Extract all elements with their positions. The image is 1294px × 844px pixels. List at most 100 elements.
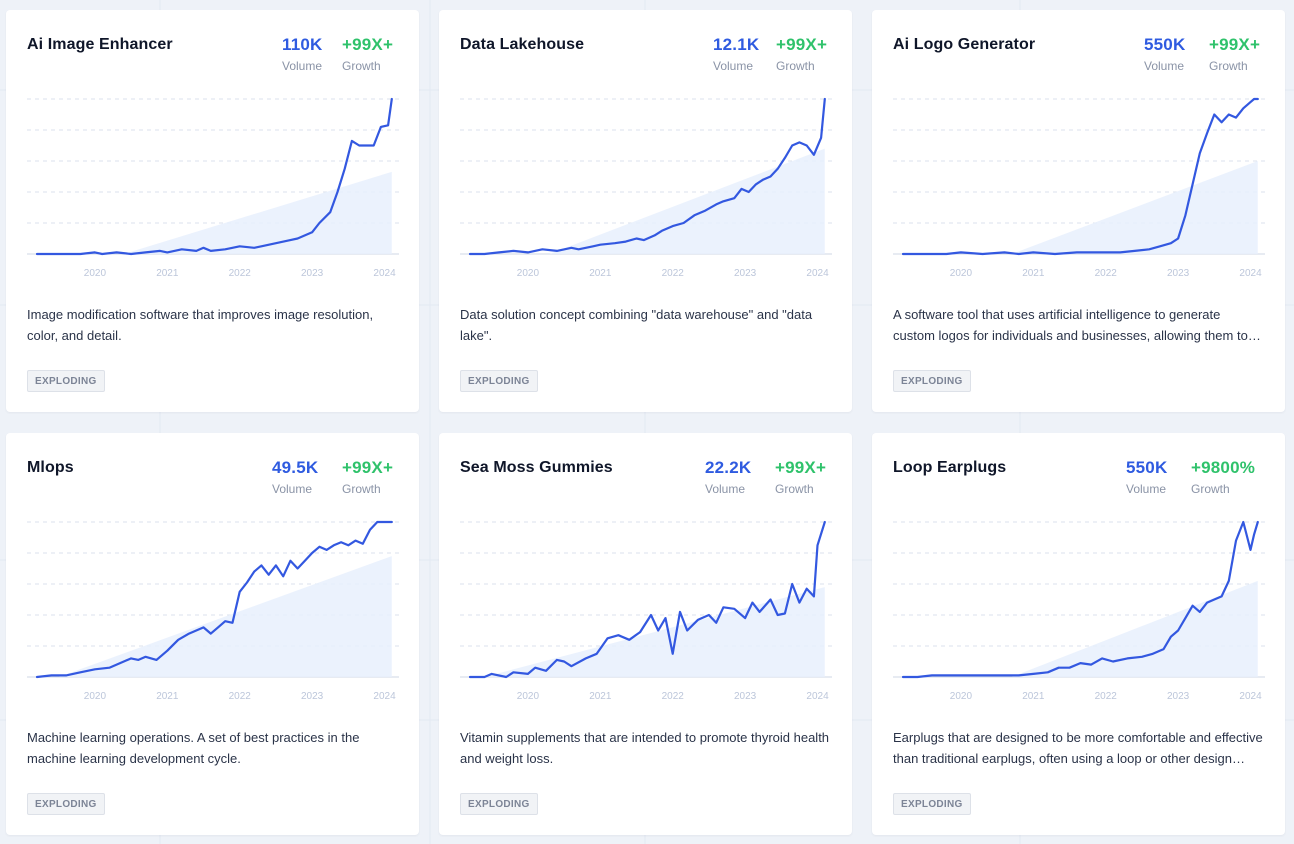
x-tick-label: 2022 (662, 691, 685, 702)
volume-label: Volume (272, 482, 313, 496)
trend-area (549, 148, 825, 254)
growth-value: +99X+ (1209, 35, 1261, 54)
growth-value: +99X+ (775, 458, 827, 477)
growth-value: +99X+ (776, 35, 828, 54)
series-line (35, 97, 393, 256)
x-tick-label: 2020 (517, 268, 540, 279)
growth-label: Growth (342, 59, 381, 73)
trend-area (1011, 161, 1258, 254)
trend-card[interactable]: Mlops 49.5K Volume +99X+ Growth 2020 2021… (6, 433, 419, 835)
growth-label: Growth (1209, 59, 1248, 73)
x-tick-label: 2024 (1239, 268, 1262, 279)
series-line (901, 97, 1259, 256)
volume-label: Volume (282, 59, 323, 73)
trend-chart: 2020 2021 2022 2023 2024 (893, 97, 1265, 279)
trend-area (58, 556, 392, 677)
volume-label: Volume (1144, 59, 1185, 73)
volume-value: 49.5K (272, 458, 319, 477)
x-tick-label: 2020 (950, 691, 973, 702)
x-tick-label: 2022 (229, 691, 252, 702)
x-tick-label: 2023 (734, 268, 757, 279)
status-badge: EXPLODING (460, 370, 538, 392)
x-tick-label: 2022 (1095, 691, 1118, 702)
growth-metric: +9800% Growth (1191, 457, 1255, 496)
x-tick-label: 2022 (662, 268, 685, 279)
x-tick-label: 2021 (589, 691, 612, 702)
card-title: Ai Logo Generator (893, 36, 1036, 53)
trend-card[interactable]: Ai Logo Generator 550K Volume +99X+ Grow… (872, 10, 1285, 412)
card-description: A software tool that uses artificial int… (893, 307, 1248, 343)
volume-label: Volume (1126, 482, 1167, 496)
card-title: Ai Image Enhancer (27, 36, 173, 53)
growth-label: Growth (775, 482, 814, 496)
growth-label: Growth (342, 482, 381, 496)
x-tick-label: 2024 (1239, 691, 1262, 702)
card-title: Data Lakehouse (460, 36, 585, 53)
growth-value: +99X+ (342, 458, 394, 477)
trend-area (123, 171, 392, 254)
x-tick-label: 2021 (156, 268, 179, 279)
x-tick-label: 2023 (301, 691, 324, 702)
trend-chart: 2020 2021 2022 2023 2024 (460, 520, 832, 702)
growth-metric: +99X+ Growth (776, 34, 827, 73)
growth-metric: +99X+ Growth (1209, 34, 1260, 73)
growth-metric: +99X+ Growth (342, 457, 393, 496)
series-line (468, 520, 826, 679)
growth-metric: +99X+ Growth (342, 34, 393, 73)
volume-label: Volume (713, 59, 754, 73)
x-tick-label: 2020 (950, 268, 973, 279)
status-badge: EXPLODING (27, 793, 105, 815)
x-tick-label: 2024 (373, 268, 396, 279)
card-description: Machine learning operations. A set of be… (27, 730, 360, 766)
volume-value: 110K (282, 35, 323, 54)
status-badge: EXPLODING (893, 793, 971, 815)
x-tick-label: 2020 (84, 691, 107, 702)
card-description: Image modification software that improve… (27, 307, 374, 343)
status-badge: EXPLODING (893, 370, 971, 392)
trend-area (484, 587, 825, 677)
x-tick-label: 2021 (589, 268, 612, 279)
growth-value: +99X+ (342, 35, 394, 54)
x-tick-label: 2023 (301, 268, 324, 279)
series-line (468, 97, 826, 256)
x-tick-label: 2022 (229, 268, 252, 279)
trend-chart: 2020 2021 2022 2023 2024 (27, 520, 399, 702)
series-line (35, 520, 393, 679)
volume-metric: 110K Volume (282, 34, 323, 73)
x-tick-label: 2023 (1167, 691, 1190, 702)
x-tick-label: 2020 (517, 691, 540, 702)
card-title: Mlops (27, 459, 74, 476)
growth-metric: +99X+ Growth (775, 457, 826, 496)
card-description: Vitamin supplements that are intended to… (460, 730, 830, 766)
trend-chart: 2020 2021 2022 2023 2024 (460, 97, 832, 279)
x-tick-label: 2021 (1022, 691, 1045, 702)
growth-value: +9800% (1191, 458, 1256, 477)
x-tick-label: 2022 (1095, 268, 1118, 279)
x-tick-label: 2021 (1022, 268, 1045, 279)
card-description: Data solution concept combining "data wa… (460, 307, 813, 343)
x-tick-label: 2024 (806, 268, 829, 279)
x-tick-label: 2024 (373, 691, 396, 702)
volume-metric: 12.1K Volume (713, 34, 759, 73)
x-tick-label: 2023 (1167, 268, 1190, 279)
trend-card[interactable]: Sea Moss Gummies 22.2K Volume +99X+ Grow… (439, 433, 852, 835)
volume-value: 550K (1126, 458, 1168, 477)
status-badge: EXPLODING (27, 370, 105, 392)
trend-chart: 2020 2021 2022 2023 2024 (27, 97, 399, 279)
volume-value: 550K (1144, 35, 1186, 54)
volume-metric: 550K Volume (1144, 34, 1185, 73)
card-title: Loop Earplugs (893, 459, 1007, 476)
trend-card[interactable]: Ai Image Enhancer 110K Volume +99X+ Grow… (6, 10, 419, 412)
series-line (901, 520, 1259, 679)
trend-area (1011, 580, 1258, 677)
volume-value: 22.2K (705, 458, 752, 477)
card-title: Sea Moss Gummies (460, 459, 613, 476)
x-tick-label: 2023 (734, 691, 757, 702)
trend-card[interactable]: Data Lakehouse 12.1K Volume +99X+ Growth… (439, 10, 852, 412)
volume-label: Volume (705, 482, 746, 496)
trend-chart: 2020 2021 2022 2023 2024 (893, 520, 1265, 702)
growth-label: Growth (776, 59, 815, 73)
volume-metric: 550K Volume (1126, 457, 1167, 496)
volume-metric: 49.5K Volume (272, 457, 318, 496)
trend-card[interactable]: Loop Earplugs 550K Volume +9800% Growth … (872, 433, 1285, 835)
